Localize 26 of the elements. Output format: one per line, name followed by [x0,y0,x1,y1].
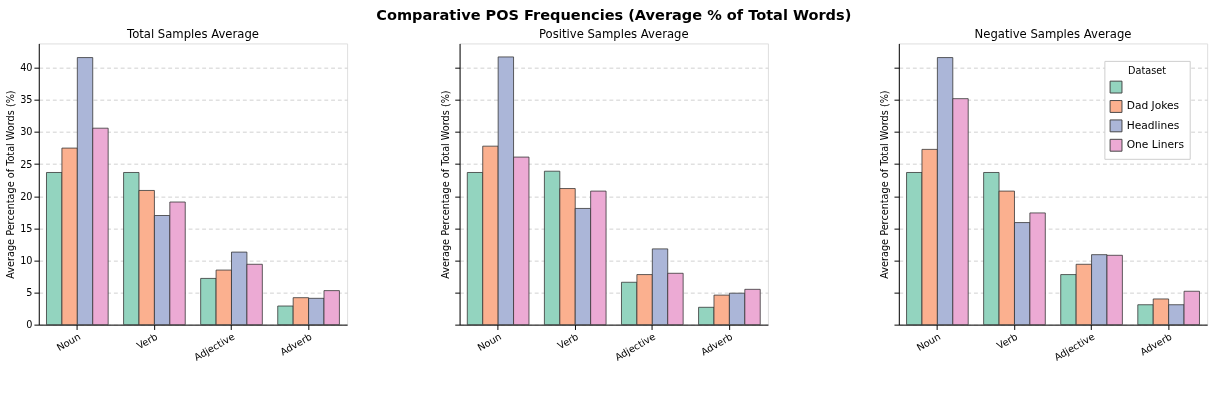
legend-label: One Liners [1126,138,1185,152]
y-tick-label: 5 [26,286,33,298]
y-tick-label: 15 [20,222,33,234]
x-tick-label: Verb [994,330,1020,352]
y-tick-label: 40 [20,62,33,74]
x-tick-label: Verb [134,330,160,352]
y-tick-label: 10 [20,254,33,266]
x-tick-label: Verb [555,330,581,352]
x-tick-label: Noun [54,330,83,354]
y-tick-label: 25 [20,158,33,170]
y-tick-label: 30 [20,126,33,138]
legend-label: Dad Jokes [1126,99,1180,113]
y-tick-label: 20 [20,190,33,202]
y-axis-title: Average Percentage of Total Words (%) [879,90,891,279]
x-tick-label: Noun [475,330,504,354]
chart-subtitle: Total Samples Average [125,26,259,41]
x-tick-label: Noun [914,330,943,354]
y-tick-label: 0 [26,319,33,331]
legend-label: Headlines [1126,118,1180,132]
y-axis-title: Average Percentage of Total Words (%) [439,90,451,279]
y-tick-label: 35 [20,94,33,106]
legend-title: Dataset [1128,64,1167,76]
chart-subtitle: Negative Samples Average [974,26,1132,41]
chart-subtitle: Positive Samples Average [538,26,689,41]
y-axis-title: Average Percentage of Total Words (%) [5,90,17,279]
chart-title: Comparative POS Frequencies (Average % of Total Words) [376,7,852,24]
